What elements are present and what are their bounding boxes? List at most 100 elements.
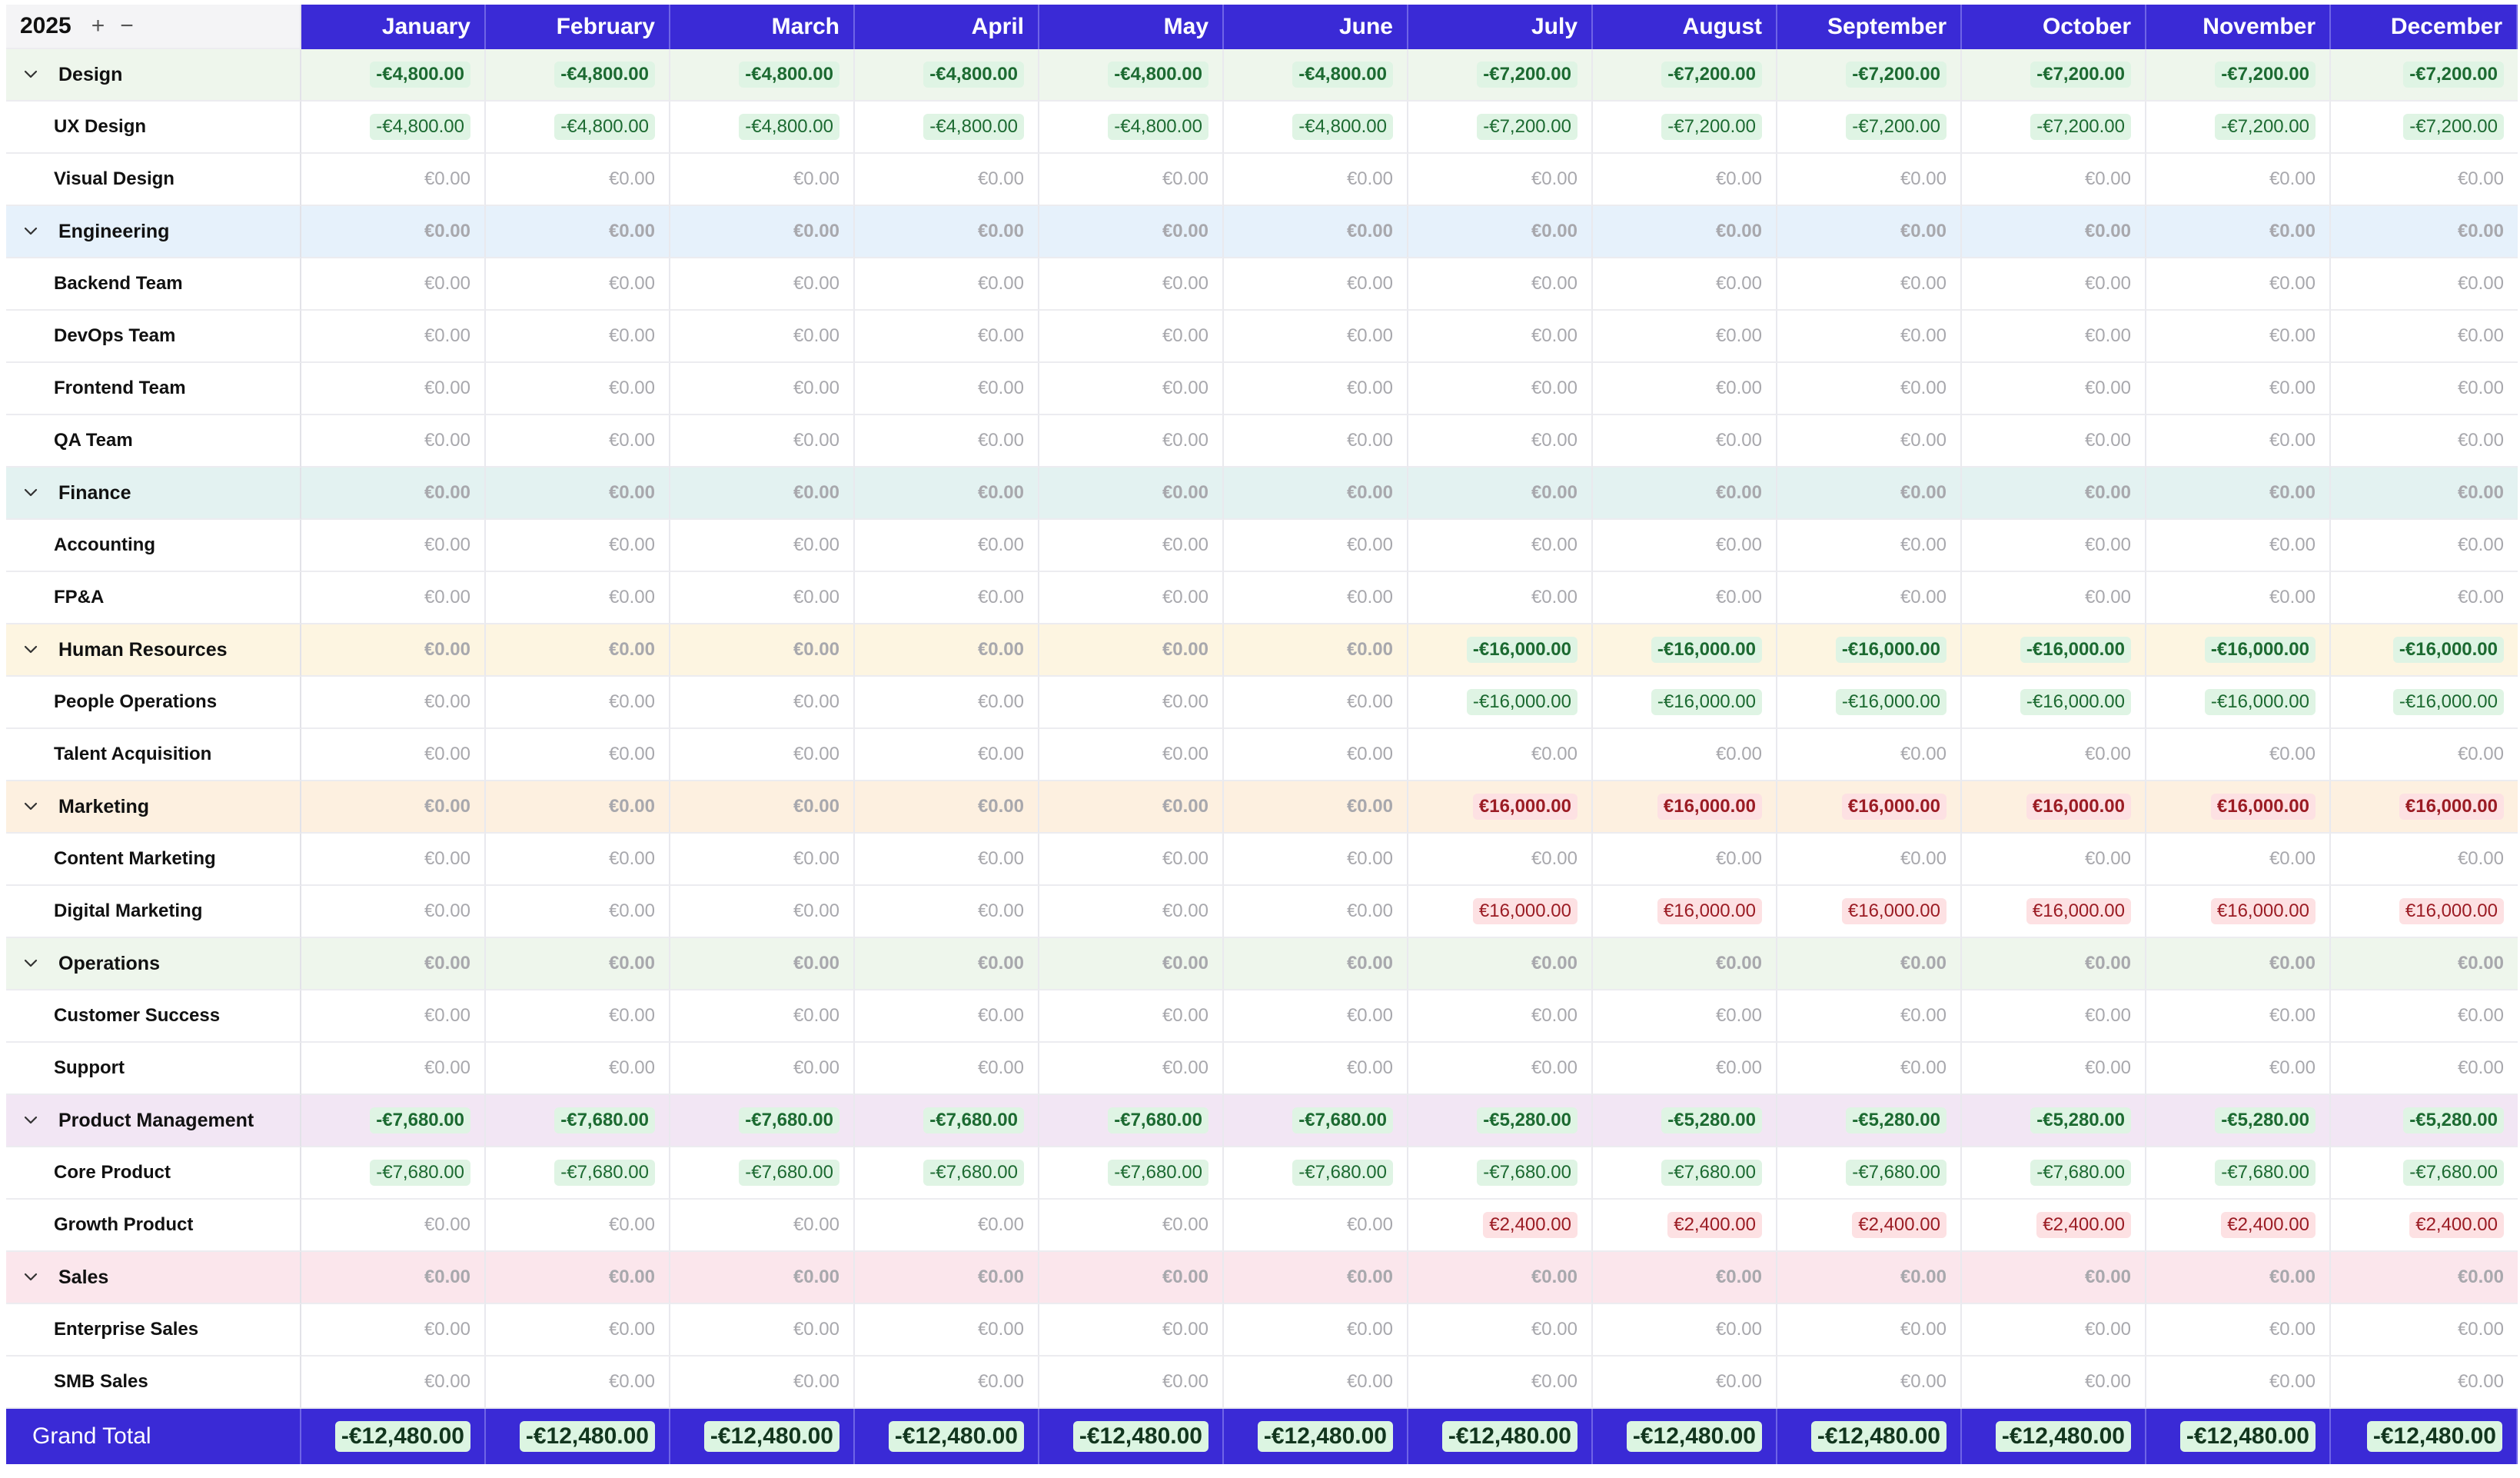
value-cell[interactable]: €0.00 (1224, 520, 1408, 572)
value-cell[interactable]: €0.00 (301, 1043, 486, 1095)
child-row-qa-team[interactable]: QA Team €0.00 €0.00 €0.00 €0.00 €0.00 €0.00 €0.… (6, 415, 2518, 468)
value-cell[interactable]: -€7,680.00 (670, 1147, 855, 1200)
value-cell[interactable]: €0.00 (855, 677, 1039, 729)
value-cell[interactable]: -€7,680.00 (486, 1095, 670, 1147)
child-row-enterprise-sales[interactable]: Enterprise Sales €0.00 €0.00 €0.00 €0.00 €0.0… (6, 1304, 2518, 1356)
value-cell[interactable]: €0.00 (486, 572, 670, 624)
value-cell[interactable]: €0.00 (1593, 311, 1777, 363)
month-header-may[interactable]: May (1039, 5, 1224, 49)
group-row-engineering[interactable]: Engineering €0.00 €0.00 €0.00 €0.00 €0.00 €0.0… (6, 206, 2518, 258)
value-cell[interactable]: -€7,200.00 (2331, 49, 2518, 102)
value-cell[interactable]: €0.00 (670, 990, 855, 1043)
child-row-talent-acquisition[interactable]: Talent Acquisition €0.00 €0.00 €0.00 €0.00 €0… (6, 729, 2518, 781)
chevron-down-icon[interactable] (20, 796, 42, 817)
value-cell[interactable]: -€7,680.00 (486, 1147, 670, 1200)
value-cell[interactable]: €0.00 (1593, 258, 1777, 311)
value-cell[interactable]: €0.00 (486, 677, 670, 729)
value-cell[interactable]: -€16,000.00 (1962, 624, 2146, 677)
value-cell[interactable]: -€4,800.00 (301, 102, 486, 154)
value-cell[interactable]: €0.00 (670, 677, 855, 729)
value-cell[interactable]: €0.00 (1224, 154, 1408, 206)
value-cell[interactable]: €0.00 (1224, 363, 1408, 415)
value-cell[interactable]: €0.00 (1962, 938, 2146, 990)
child-row-people-operations[interactable]: People Operations €0.00 €0.00 €0.00 €0.00 €0.… (6, 677, 2518, 729)
value-cell[interactable]: -€7,200.00 (2331, 102, 2518, 154)
chevron-down-icon[interactable] (20, 64, 42, 85)
value-cell[interactable]: -€5,280.00 (1408, 1095, 1593, 1147)
value-cell[interactable]: -€7,200.00 (1408, 102, 1593, 154)
value-cell[interactable]: €0.00 (2331, 415, 2518, 468)
child-row-core-product[interactable]: Core Product -€7,680.00 -€7,680.00 -€7,680.… (6, 1147, 2518, 1200)
value-cell[interactable]: €0.00 (855, 729, 1039, 781)
value-cell[interactable]: €0.00 (1777, 834, 1962, 886)
value-cell[interactable]: €0.00 (1408, 834, 1593, 886)
value-cell[interactable]: €2,400.00 (2331, 1200, 2518, 1252)
value-cell[interactable]: €0.00 (2331, 206, 2518, 258)
grand-total-cell[interactable]: -€12,480.00 (1039, 1409, 1224, 1464)
value-cell[interactable]: €0.00 (301, 258, 486, 311)
value-cell[interactable]: -€7,680.00 (855, 1095, 1039, 1147)
value-cell[interactable]: €0.00 (670, 938, 855, 990)
child-row-ux-design[interactable]: UX Design -€4,800.00 -€4,800.00 -€4,800.00 -… (6, 102, 2518, 154)
value-cell[interactable]: €0.00 (2331, 258, 2518, 311)
grand-total-cell[interactable]: -€12,480.00 (1408, 1409, 1593, 1464)
value-cell[interactable]: €0.00 (1224, 1356, 1408, 1409)
value-cell[interactable]: €2,400.00 (1593, 1200, 1777, 1252)
value-cell[interactable]: €0.00 (1224, 938, 1408, 990)
value-cell[interactable]: €0.00 (2146, 572, 2331, 624)
value-cell[interactable]: €0.00 (2146, 1304, 2331, 1356)
value-cell[interactable]: €0.00 (1224, 1304, 1408, 1356)
value-cell[interactable]: -€7,680.00 (1039, 1147, 1224, 1200)
value-cell[interactable]: €0.00 (486, 886, 670, 938)
value-cell[interactable]: €0.00 (1224, 1200, 1408, 1252)
value-cell[interactable]: €0.00 (1408, 311, 1593, 363)
child-row-accounting[interactable]: Accounting €0.00 €0.00 €0.00 €0.00 €0.00 €0.00… (6, 520, 2518, 572)
value-cell[interactable]: €0.00 (1039, 468, 1224, 520)
value-cell[interactable]: €0.00 (1039, 1200, 1224, 1252)
value-cell[interactable]: €0.00 (1039, 886, 1224, 938)
value-cell[interactable]: €0.00 (1777, 990, 1962, 1043)
value-cell[interactable]: €0.00 (486, 154, 670, 206)
value-cell[interactable]: €0.00 (1408, 572, 1593, 624)
value-cell[interactable]: €0.00 (1224, 834, 1408, 886)
value-cell[interactable]: €0.00 (670, 572, 855, 624)
value-cell[interactable]: -€7,680.00 (1962, 1147, 2146, 1200)
value-cell[interactable]: €0.00 (670, 1304, 855, 1356)
value-cell[interactable]: €0.00 (2146, 258, 2331, 311)
value-cell[interactable]: -€7,200.00 (1962, 102, 2146, 154)
value-cell[interactable]: -€7,680.00 (1224, 1095, 1408, 1147)
value-cell[interactable]: €0.00 (1593, 363, 1777, 415)
collapse-all-button[interactable]: − (120, 13, 134, 38)
value-cell[interactable]: €0.00 (1039, 520, 1224, 572)
value-cell[interactable]: €0.00 (1224, 729, 1408, 781)
value-cell[interactable]: -€16,000.00 (1962, 677, 2146, 729)
value-cell[interactable]: €0.00 (1593, 990, 1777, 1043)
value-cell[interactable]: €0.00 (1039, 572, 1224, 624)
value-cell[interactable]: €16,000.00 (1593, 781, 1777, 834)
value-cell[interactable]: €0.00 (2331, 834, 2518, 886)
value-cell[interactable]: €0.00 (855, 1200, 1039, 1252)
value-cell[interactable]: €0.00 (301, 886, 486, 938)
group-row-design[interactable]: Design -€4,800.00 -€4,800.00 -€4,800.00 -€4,… (6, 49, 2518, 102)
value-cell[interactable]: €0.00 (1224, 1043, 1408, 1095)
value-cell[interactable]: €0.00 (301, 1252, 486, 1304)
value-cell[interactable]: €0.00 (2331, 1304, 2518, 1356)
value-cell[interactable]: €0.00 (2146, 363, 2331, 415)
group-row-sales[interactable]: Sales €0.00 €0.00 €0.00 €0.00 €0.00 €0.00 €0.00… (6, 1252, 2518, 1304)
value-cell[interactable]: €0.00 (670, 886, 855, 938)
month-header-june[interactable]: June (1224, 5, 1408, 49)
value-cell[interactable]: €0.00 (1593, 415, 1777, 468)
value-cell[interactable]: €0.00 (2331, 311, 2518, 363)
value-cell[interactable]: €0.00 (1408, 1304, 1593, 1356)
value-cell[interactable]: €0.00 (670, 1252, 855, 1304)
value-cell[interactable]: €0.00 (1593, 572, 1777, 624)
value-cell[interactable]: €0.00 (670, 468, 855, 520)
value-cell[interactable]: €0.00 (486, 415, 670, 468)
value-cell[interactable]: -€16,000.00 (1593, 677, 1777, 729)
value-cell[interactable]: €0.00 (486, 206, 670, 258)
value-cell[interactable]: €16,000.00 (1593, 886, 1777, 938)
value-cell[interactable]: -€5,280.00 (1593, 1095, 1777, 1147)
value-cell[interactable]: -€7,680.00 (2146, 1147, 2331, 1200)
value-cell[interactable]: €0.00 (1408, 468, 1593, 520)
value-cell[interactable]: €0.00 (301, 468, 486, 520)
